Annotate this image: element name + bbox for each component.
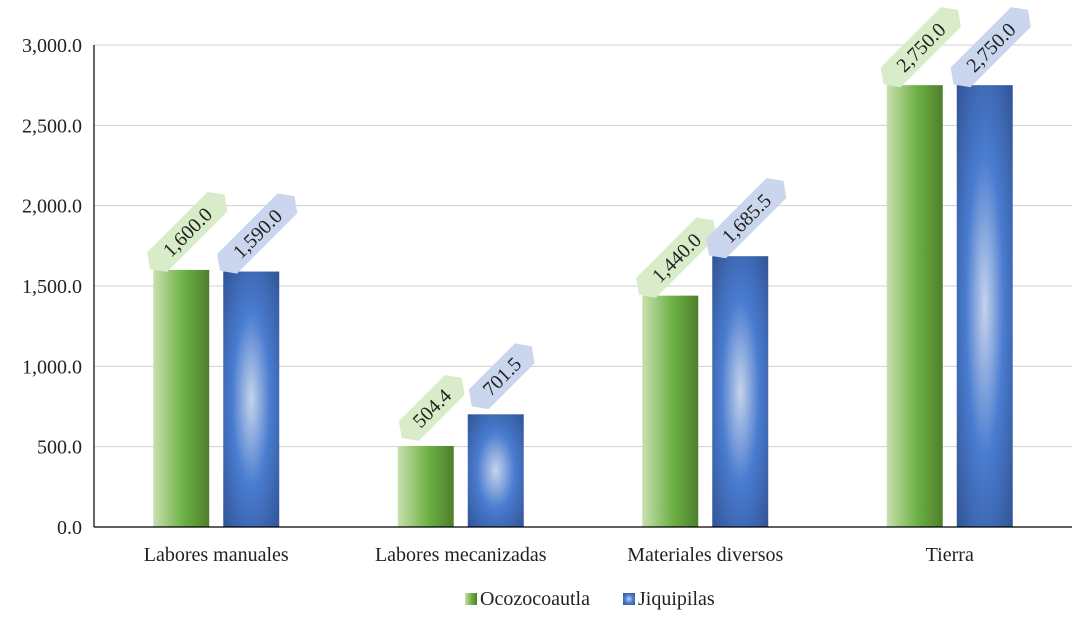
y-tick-label: 0.0 — [57, 517, 82, 539]
y-tick-label: 2,500.0 — [22, 115, 82, 137]
y-tick-label: 500.0 — [37, 437, 82, 459]
y-tick-label: 1,500.0 — [22, 276, 82, 298]
x-category-label: Tierra — [926, 544, 974, 566]
data-label-bg — [468, 343, 535, 410]
data-label-bg — [147, 191, 228, 273]
data-label-bg — [706, 178, 787, 259]
legend-swatch-jiquipilas — [623, 593, 635, 605]
x-axis: Labores manuales Labores mecanizadas Mater… — [94, 526, 1072, 566]
legend-label: Ocozocoautla — [480, 588, 590, 610]
y-tick-label: 2,000.0 — [22, 196, 82, 218]
data-label: 1,685.5 — [706, 178, 787, 259]
legend: Ocozocoautla Jiquipilas — [465, 588, 715, 610]
x-category-label: Labores mecanizadas — [375, 544, 547, 566]
bar-ocozocoautla — [153, 269, 210, 527]
bar-jiquipilas — [223, 271, 280, 527]
x-category-label: Materiales diversos — [627, 544, 783, 566]
data-label: 1,440.0 — [636, 217, 717, 298]
x-category-label: Labores manuales — [144, 544, 289, 566]
data-label-bg — [636, 217, 717, 298]
data-label-bg — [217, 193, 298, 274]
bar-jiquipilas — [956, 85, 1013, 528]
bars — [153, 85, 1013, 528]
y-tick-label: 3,000.0 — [22, 35, 82, 57]
bar-ocozocoautla — [886, 85, 943, 528]
data-label-bg — [398, 375, 465, 441]
data-label: 701.5 — [468, 343, 535, 410]
y-axis: 0.0 500.0 1,000.0 1,500.0 2,000.0 2,500.0 3,00… — [22, 35, 95, 539]
legend-label: Jiquipilas — [638, 588, 715, 610]
data-label-bg — [950, 7, 1031, 88]
bar-jiquipilas — [467, 414, 524, 527]
bar-jiquipilas — [712, 256, 769, 527]
data-label-bg — [880, 7, 961, 88]
bar-ocozocoautla — [642, 295, 699, 527]
legend-swatch-ocozocoautla — [465, 593, 477, 605]
data-label: 504.4 — [398, 375, 465, 441]
y-tick-label: 1,000.0 — [22, 356, 82, 378]
bar-ocozocoautla — [397, 445, 454, 527]
